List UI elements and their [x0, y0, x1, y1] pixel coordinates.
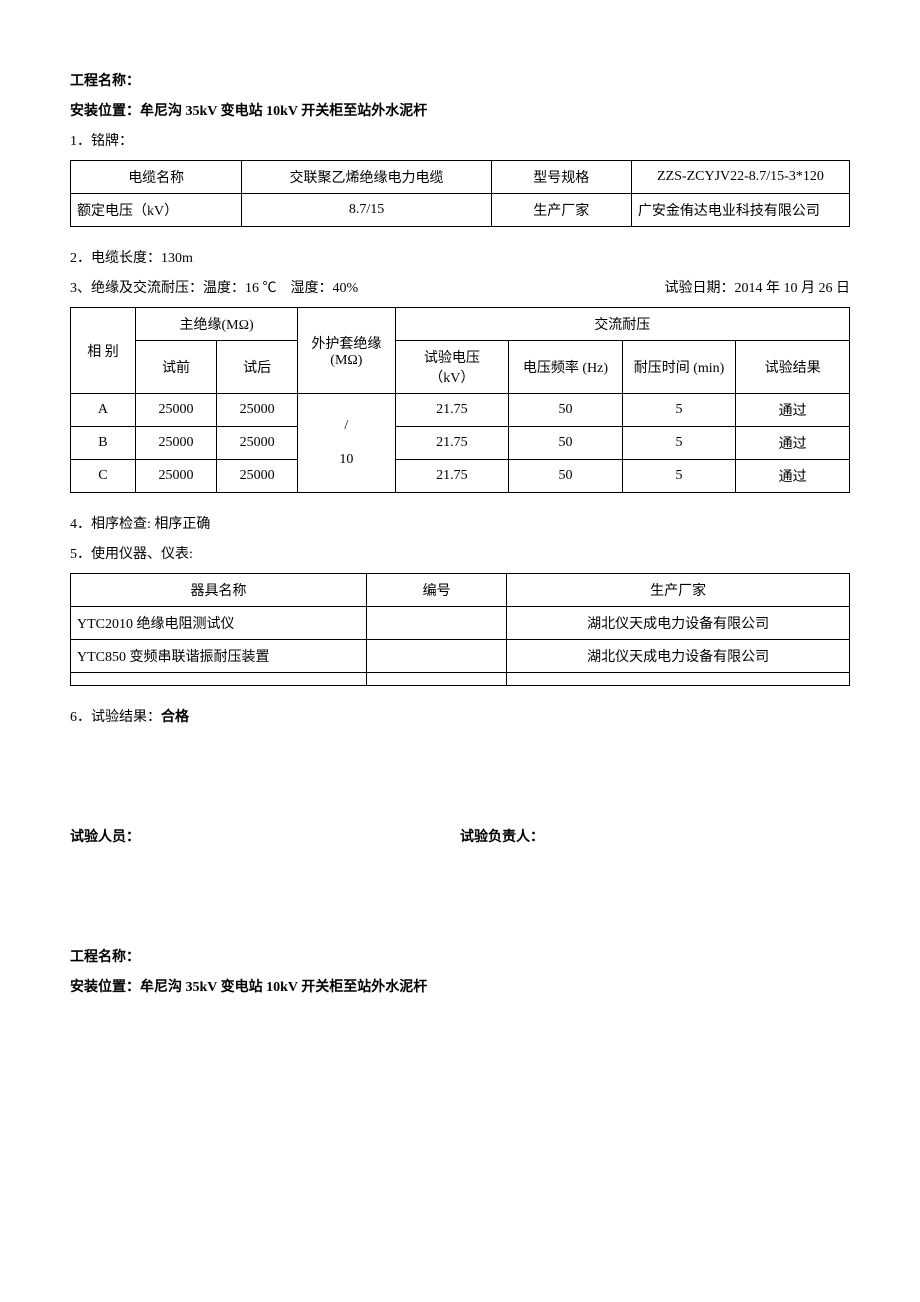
result-label: 6．试验结果：	[70, 710, 161, 725]
table-row: 试前 试后 试验电压 （kV） 电压频率 (Hz) 耐压时间 (min) 试验结…	[71, 341, 850, 394]
col-main-ins: 主绝缘(MΩ)	[135, 308, 297, 341]
table-row: 电缆名称 交联聚乙烯绝缘电力电缆 型号规格 ZZS-ZCYJV22-8.7/15…	[71, 161, 850, 194]
cell	[507, 673, 850, 686]
cell: 5	[622, 394, 736, 427]
cell	[367, 607, 507, 640]
table-row: YTC2010 绝缘电阻测试仪 湖北仪天成电力设备有限公司	[71, 607, 850, 640]
cell: 25000	[217, 427, 298, 460]
section-4-phase-seq: 4．相序检查: 相序正确	[70, 513, 850, 533]
project-name-label-2: 工程名称：	[70, 946, 850, 966]
location-value-2: 牟尼沟 35kV 变电站 10kV 开关柜至站外水泥杆	[140, 980, 427, 995]
table-row: 相 别 主绝缘(MΩ) 外护套绝缘 (MΩ) 交流耐压	[71, 308, 850, 341]
cell: 21.75	[395, 460, 509, 493]
cable-name-label: 电缆名称	[71, 161, 242, 194]
cell	[367, 640, 507, 673]
section-2-cable-length: 2．电缆长度：130m	[70, 247, 850, 267]
table-row: A 25000 25000 / 10 21.75 50 5 通过	[71, 394, 850, 427]
cell: YTC2010 绝缘电阻测试仪	[71, 607, 367, 640]
table-row: C 25000 25000 21.75 50 5 通过	[71, 460, 850, 493]
cell: YTC850 变频串联谐振耐压装置	[71, 640, 367, 673]
nameplate-table: 电缆名称 交联聚乙烯绝缘电力电缆 型号规格 ZZS-ZCYJV22-8.7/15…	[70, 160, 850, 227]
mfr-label: 生产厂家	[491, 194, 631, 227]
install-location-2: 安装位置：牟尼沟 35kV 变电站 10kV 开关柜至站外水泥杆	[70, 976, 850, 996]
col-inst-num: 编号	[367, 574, 507, 607]
col-time: 耐压时间 (min)	[622, 341, 736, 394]
cell: 5	[622, 460, 736, 493]
sheath-slash: /	[306, 418, 386, 434]
cell: 25000	[217, 394, 298, 427]
project-name-label: 工程名称：	[70, 70, 850, 90]
install-location: 安装位置：牟尼沟 35kV 变电站 10kV 开关柜至站外水泥杆	[70, 100, 850, 120]
cell: 50	[509, 394, 623, 427]
cell: 21.75	[395, 394, 509, 427]
cell	[367, 673, 507, 686]
col-inst-mfr: 生产厂家	[507, 574, 850, 607]
rated-voltage-value: 8.7/15	[242, 194, 491, 227]
sheath-num: 10	[306, 452, 386, 468]
col-test-v: 试验电压 （kV）	[395, 341, 509, 394]
phase-b: B	[71, 427, 136, 460]
col-ac: 交流耐压	[395, 308, 849, 341]
col-sheath: 外护套绝缘 (MΩ)	[298, 308, 395, 394]
leader-label: 试验负责人：	[460, 830, 544, 845]
model-value: ZZS-ZCYJV22-8.7/15-3*120	[631, 161, 849, 194]
sheath-value: / 10	[298, 394, 395, 493]
spacer	[70, 736, 850, 816]
signature-row: 试验人员： 试验负责人：	[70, 826, 850, 846]
insulation-table: 相 别 主绝缘(MΩ) 外护套绝缘 (MΩ) 交流耐压 试前 试后 试验电压 （…	[70, 307, 850, 493]
cell: 通过	[736, 394, 850, 427]
cell: 通过	[736, 427, 850, 460]
table-row: B 25000 25000 21.75 50 5 通过	[71, 427, 850, 460]
section-3-header: 3、绝缘及交流耐压：温度：16 ℃ 湿度：40% 试验日期：2014 年 10 …	[70, 277, 850, 297]
section-3-left: 3、绝缘及交流耐压：温度：16 ℃ 湿度：40%	[70, 277, 358, 297]
tester-label: 试验人员：	[70, 830, 140, 845]
cell: 25000	[135, 427, 216, 460]
cell: 25000	[217, 460, 298, 493]
cell: 湖北仪天成电力设备有限公司	[507, 640, 850, 673]
cell: 通过	[736, 460, 850, 493]
rated-voltage-label: 额定电压（kV）	[71, 194, 242, 227]
phase-c: C	[71, 460, 136, 493]
table-row: YTC850 变频串联谐振耐压装置 湖北仪天成电力设备有限公司	[71, 640, 850, 673]
mfr-value: 广安金侑达电业科技有限公司	[631, 194, 849, 227]
spacer	[70, 856, 850, 936]
col-phase: 相 别	[71, 308, 136, 394]
section-5-title: 5．使用仪器、仪表:	[70, 543, 850, 563]
result-value: 合格	[161, 710, 189, 725]
phase-a: A	[71, 394, 136, 427]
col-inst-name: 器具名称	[71, 574, 367, 607]
col-before: 试前	[135, 341, 216, 394]
col-after: 试后	[217, 341, 298, 394]
instruments-table: 器具名称 编号 生产厂家 YTC2010 绝缘电阻测试仪 湖北仪天成电力设备有限…	[70, 573, 850, 686]
cell: 25000	[135, 394, 216, 427]
cell: 25000	[135, 460, 216, 493]
location-label: 安装位置：	[70, 104, 140, 119]
location-label-2: 安装位置：	[70, 980, 140, 995]
cell: 湖北仪天成电力设备有限公司	[507, 607, 850, 640]
cable-name-value: 交联聚乙烯绝缘电力电缆	[242, 161, 491, 194]
col-freq: 电压频率 (Hz)	[509, 341, 623, 394]
cell	[71, 673, 367, 686]
model-label: 型号规格	[491, 161, 631, 194]
table-row: 额定电压（kV） 8.7/15 生产厂家 广安金侑达电业科技有限公司	[71, 194, 850, 227]
table-row: 器具名称 编号 生产厂家	[71, 574, 850, 607]
section-1-title: 1．铭牌：	[70, 130, 850, 150]
cell: 5	[622, 427, 736, 460]
cell: 50	[509, 460, 623, 493]
location-value: 牟尼沟 35kV 变电站 10kV 开关柜至站外水泥杆	[140, 104, 427, 119]
table-row	[71, 673, 850, 686]
section-3-date: 试验日期：2014 年 10 月 26 日	[665, 277, 851, 297]
cell: 50	[509, 427, 623, 460]
col-result: 试验结果	[736, 341, 850, 394]
section-6-result: 6．试验结果：合格	[70, 706, 850, 726]
cell: 21.75	[395, 427, 509, 460]
